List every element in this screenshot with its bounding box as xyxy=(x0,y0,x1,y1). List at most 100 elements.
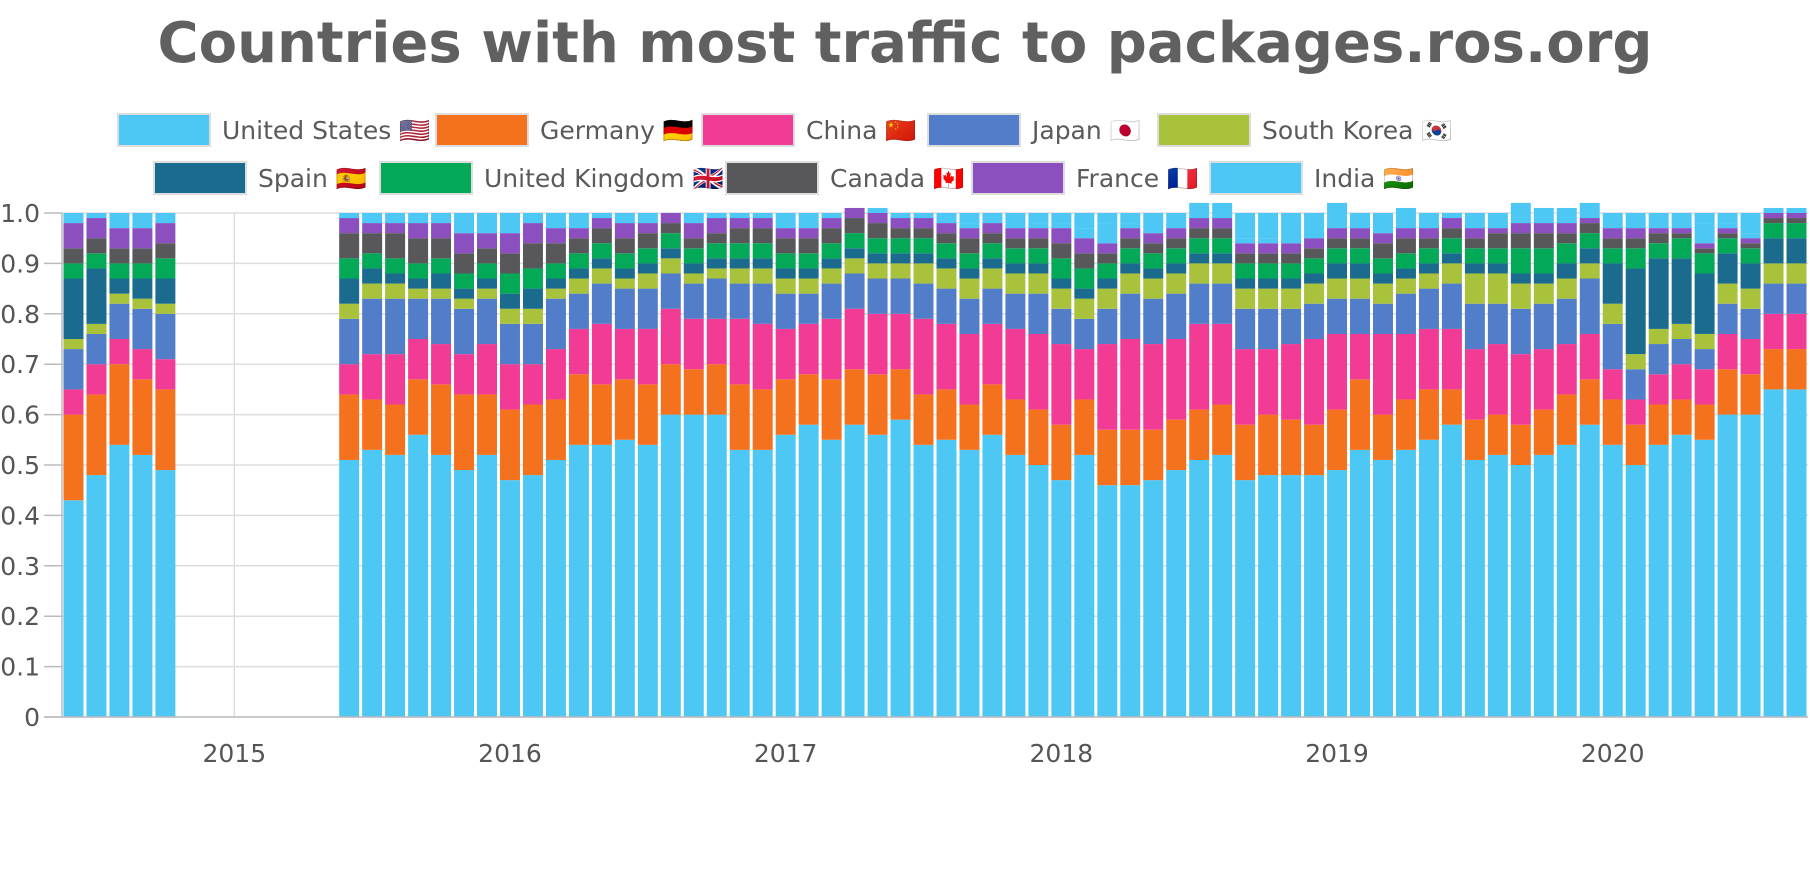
bar-segment xyxy=(1074,228,1095,239)
bar-segment xyxy=(637,223,658,234)
bar-segment xyxy=(637,384,658,445)
bar-segment xyxy=(821,258,842,269)
bar-segment xyxy=(1694,253,1715,274)
legend-label: United States 🇺🇸 xyxy=(222,116,430,145)
bar-segment xyxy=(1487,344,1508,415)
y-tick-label: 0.6 xyxy=(0,401,40,430)
bar-segment xyxy=(798,268,819,279)
bar-segment xyxy=(1120,213,1141,224)
y-tick-label: 0.4 xyxy=(0,501,40,530)
bar-column xyxy=(1602,213,1623,717)
bar-segment xyxy=(1510,308,1531,355)
bar-segment xyxy=(591,258,612,269)
bar-segment xyxy=(132,263,153,279)
bar-segment xyxy=(913,228,934,239)
bar-segment xyxy=(1625,213,1646,229)
legend-item-4: South Korea 🇰🇷 xyxy=(1157,113,1453,147)
legend-label: China 🇨🇳 xyxy=(806,116,917,145)
bar-segment xyxy=(1189,202,1210,219)
bar-segment xyxy=(1625,238,1646,249)
bar-segment xyxy=(591,228,612,244)
bar-segment xyxy=(936,288,957,324)
bar-segment xyxy=(844,233,865,249)
bar-segment xyxy=(1005,248,1026,264)
bar-segment xyxy=(545,228,566,244)
bar-segment xyxy=(1418,439,1439,717)
bar-segment xyxy=(568,268,589,279)
bar-segment xyxy=(477,263,497,279)
bar-segment xyxy=(913,213,934,219)
bar-segment xyxy=(431,384,452,455)
bar-segment xyxy=(1556,263,1577,279)
bar-segment xyxy=(1051,480,1072,717)
bar-column xyxy=(568,213,589,717)
bar-segment xyxy=(913,253,934,264)
bar-segment xyxy=(500,409,520,481)
bar-segment xyxy=(637,444,658,717)
bar-segment xyxy=(1487,414,1508,455)
bar-segment xyxy=(1051,278,1072,289)
bar-segment xyxy=(683,238,704,249)
bar-segment xyxy=(591,323,612,385)
bar-column xyxy=(132,213,153,717)
bar-segment xyxy=(1579,333,1600,380)
bar-segment xyxy=(1418,248,1439,264)
bar-segment xyxy=(798,238,819,254)
bar-column xyxy=(477,213,497,717)
bar-segment xyxy=(1051,288,1072,309)
bar-segment xyxy=(729,258,750,269)
x-tick-label: 2019 xyxy=(1305,739,1369,768)
bar-segment xyxy=(1143,268,1164,279)
bar-segment xyxy=(1418,288,1439,329)
bar-segment xyxy=(660,248,681,259)
bar-segment xyxy=(1579,223,1600,234)
bar-column xyxy=(1327,202,1348,717)
bar-segment xyxy=(660,233,681,249)
bar-segment xyxy=(1602,444,1623,717)
bar-segment xyxy=(1281,263,1302,279)
bar-segment xyxy=(1143,253,1164,269)
bar-segment xyxy=(752,258,773,269)
bar-segment xyxy=(1740,238,1761,244)
bar-segment xyxy=(1395,238,1416,254)
bar-segment xyxy=(568,293,589,329)
legend: United States 🇺🇸 Germany 🇩🇪 China 🇨🇳 Japan … xyxy=(117,113,1453,195)
bar-segment xyxy=(1533,207,1554,224)
bar-segment xyxy=(752,389,773,450)
bar-column xyxy=(1166,213,1187,717)
bar-segment xyxy=(752,323,773,390)
bar-segment xyxy=(1395,268,1416,279)
bar-segment xyxy=(1258,288,1279,309)
bar-segment xyxy=(936,243,957,259)
bar-segment xyxy=(1281,419,1302,476)
bar-segment xyxy=(1510,202,1531,224)
bar-segment xyxy=(982,213,1003,224)
bar-segment xyxy=(844,207,865,219)
bar-segment xyxy=(1304,238,1325,249)
bar-segment xyxy=(1786,213,1807,219)
bar-segment xyxy=(706,218,727,234)
bar-segment xyxy=(1418,328,1439,390)
bar-segment xyxy=(1487,248,1508,264)
bar-segment xyxy=(1327,228,1348,239)
bar-segment xyxy=(408,298,429,339)
bar-segment xyxy=(982,243,1003,259)
bar-segment xyxy=(545,298,566,350)
x-tick-label: 2020 xyxy=(1581,739,1645,768)
bar-segment xyxy=(1327,248,1348,264)
bar-segment xyxy=(63,389,84,415)
bar-segment xyxy=(1166,470,1187,717)
bar-segment xyxy=(1579,424,1600,717)
bar-segment xyxy=(1671,213,1692,219)
bar-segment xyxy=(683,248,704,264)
bar-segment xyxy=(1373,414,1393,460)
bar-segment xyxy=(1327,333,1348,410)
bar-segment xyxy=(408,434,429,717)
y-tick-label: 0.5 xyxy=(0,451,40,480)
legend-label: Japan 🇯🇵 xyxy=(1030,116,1141,145)
bar-segment xyxy=(683,369,704,415)
bar-segment xyxy=(959,298,980,334)
legend-label: South Korea 🇰🇷 xyxy=(1262,116,1453,145)
bar-segment xyxy=(155,359,176,390)
bar-column xyxy=(1487,213,1508,717)
